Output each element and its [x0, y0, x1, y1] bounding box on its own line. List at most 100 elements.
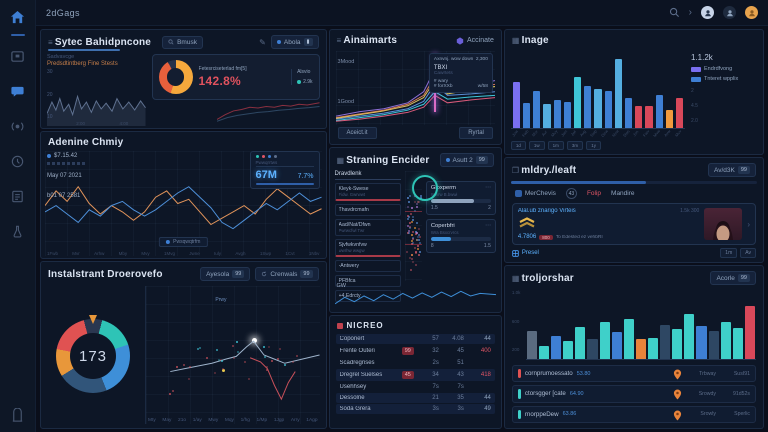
flask-icon[interactable] [9, 222, 27, 240]
axis-tick: 20 [47, 91, 53, 98]
axis-tick: 1/Mp [256, 418, 268, 423]
list-row[interactable]: rnorppeDew 63.86 Srowly Sperlic [511, 405, 756, 423]
tab-label: Folip [586, 190, 602, 197]
target-ring [411, 175, 438, 202]
table-row[interactable]: Frente Outeri 99 32 45 400 [336, 345, 495, 357]
table-row[interactable]: Dessolne 21 35 44 [335, 393, 495, 403]
axis-tick: Arhw [94, 251, 105, 256]
scatter-dot [416, 201, 419, 204]
axis-tick: Arry [290, 418, 300, 423]
pagination-button-1[interactable]: 1m [720, 248, 738, 258]
list-item[interactable]: Thavdrcmafn [334, 204, 401, 216]
chat-icon[interactable] [9, 82, 27, 100]
crenwals-button[interactable]: Crenwals 99 [255, 267, 319, 281]
gloxperm-card[interactable]: Gloxperm ⋯ Wwrw B.bwwi 1.5 2 [425, 181, 496, 215]
stat-value: 67M [255, 169, 277, 181]
bar [708, 330, 719, 359]
chevron-right-icon[interactable]: › [747, 219, 750, 229]
broadcast-icon[interactable] [9, 117, 27, 135]
edit-icon[interactable]: ✎ [259, 37, 266, 47]
user-icon[interactable] [701, 6, 714, 19]
search-icon[interactable] [669, 7, 680, 18]
item-label: +4.Edrcty [338, 293, 361, 299]
straning-list: Dravdlenk Kleyk-Swese Fidw. Gwrwwt Thavdrc… [334, 171, 401, 302]
ayesola-button[interactable]: Ayesola 99 [200, 267, 251, 281]
scatter-dot [415, 203, 418, 206]
donut-value: 142.8% [198, 74, 242, 88]
axis-tick: 21o [178, 418, 187, 423]
list-item[interactable]: +4.Edrcty [334, 290, 401, 302]
scatter-dot [411, 236, 414, 239]
scatter-dot [182, 364, 185, 367]
list-row[interactable]: cornprumoessato 53.80 Trbway SusI91 [511, 365, 756, 383]
row-cell: 57 [432, 336, 439, 342]
chevron-right-icon[interactable]: › [688, 7, 692, 18]
list-header: Dravdlenk [334, 171, 401, 180]
scatter-dot [417, 239, 420, 242]
list-item[interactable]: Kleyk-Swese Fidw. Gwrwwt [334, 183, 401, 201]
period-chip[interactable]: 1y [586, 141, 601, 150]
item-label: PFBfca [338, 278, 356, 284]
period-chip[interactable]: 1w [528, 141, 545, 150]
list-item[interactable]: -Antwery [334, 260, 401, 272]
scatter-dot [410, 269, 413, 271]
price-icon [47, 154, 51, 158]
scatter-dot [268, 346, 271, 349]
asutt-button[interactable]: Asutt 2 99 [439, 153, 494, 167]
ryrtal-button[interactable]: Ryrtal [459, 127, 493, 139]
presel-link[interactable]: Presel [512, 249, 539, 257]
panel-straning: ▦ Straning Encider Asutt 2 99 Dravdlenk Kl… [328, 147, 502, 313]
profile-photo [704, 208, 743, 240]
inage-bar-chart: Jvw Fwb Mvr Avr Mvy Jwn Jwl Avg Swp Ocw Nvw Dwc Jvn F… [511, 49, 685, 139]
home-icon[interactable] [9, 8, 27, 26]
search-button[interactable]: Bmusk [162, 35, 203, 49]
list-item[interactable]: Aad/Nat/Dfwn Pwrwcfwl Twr [334, 219, 401, 236]
mini-legend [47, 162, 85, 165]
row-name: Dessolne [339, 395, 365, 401]
tab-2[interactable]: 43 [563, 187, 580, 200]
door-icon[interactable] [9, 406, 27, 424]
report-icon[interactable] [9, 187, 27, 205]
tab-1[interactable]: MerChevis [512, 189, 559, 198]
table-row[interactable]: Soda Grera 3s 3s 49 [335, 404, 495, 414]
table-row[interactable]: Usehhsey 7s 7s [336, 382, 495, 392]
list-item[interactable]: PFBfca [334, 275, 401, 287]
bar [647, 337, 659, 359]
clock-icon[interactable] [9, 152, 27, 170]
aceict-button[interactable]: Aceict.it [337, 127, 377, 139]
list-item[interactable]: Sjvfwkvnfvw wwrhw wwgw [334, 239, 401, 257]
avatar[interactable] [745, 6, 758, 19]
theme-icon[interactable] [723, 6, 736, 19]
period-chip[interactable]: 1m [547, 141, 564, 150]
avd3k-button[interactable]: Av/d3K 99 [708, 163, 756, 177]
period-chip[interactable]: 3m [566, 141, 584, 150]
scatter-dot [412, 215, 415, 218]
panel-instal: Instalstrant Droerovefo Ayesola 99 Crenwa… [40, 261, 327, 429]
table-row[interactable]: Coponert 57 4.08 44 [335, 334, 495, 344]
location-pin-icon [673, 410, 682, 421]
scatter-dot [206, 356, 209, 359]
scatter-dot [407, 200, 410, 203]
list-row[interactable]: ctorsgger [cate 64.90 Srowdy 91d52s [511, 385, 756, 403]
chart-footer-pill[interactable]: Pwsqwqtrfm [159, 237, 208, 247]
legend-item: Tnteret wpplix [691, 76, 757, 82]
acorle-button[interactable]: Acorle 99 [710, 271, 756, 285]
scatter-dot [412, 242, 415, 245]
bar [512, 81, 521, 128]
coperbfri-card[interactable]: Coperbfri ⋯ Wra Bsxcrvrcs 8 1.5 [425, 219, 496, 253]
pagination-button-2[interactable]: Av [740, 248, 756, 258]
menu-icon: ≡ [336, 36, 342, 45]
tab-4[interactable]: Mandire [608, 189, 637, 198]
scatter-dot [279, 347, 282, 350]
tab-3[interactable]: Folip [584, 189, 604, 198]
table-row[interactable]: Dregrel Suelses 45 34 43 418 [335, 369, 495, 381]
table-row[interactable]: Scadregrises 2s 51 [336, 358, 495, 368]
accinate-button[interactable]: Accinate [456, 36, 494, 45]
media-card[interactable]: Alal.ub znarigo Virteis 1.5k 300 4.7806 … [511, 203, 756, 245]
archive-icon[interactable] [9, 47, 27, 65]
scatter-dot [418, 234, 421, 237]
instal-chart: Prwy Mty May 21o 1/ay Mwy Mqy 1/hg 1/Mp 1Jgp Arry… [145, 286, 320, 424]
mode-toggle[interactable]: Abola ▮ [270, 35, 319, 49]
period-chip[interactable]: 1d [510, 141, 526, 150]
scatter-dot [410, 206, 413, 209]
